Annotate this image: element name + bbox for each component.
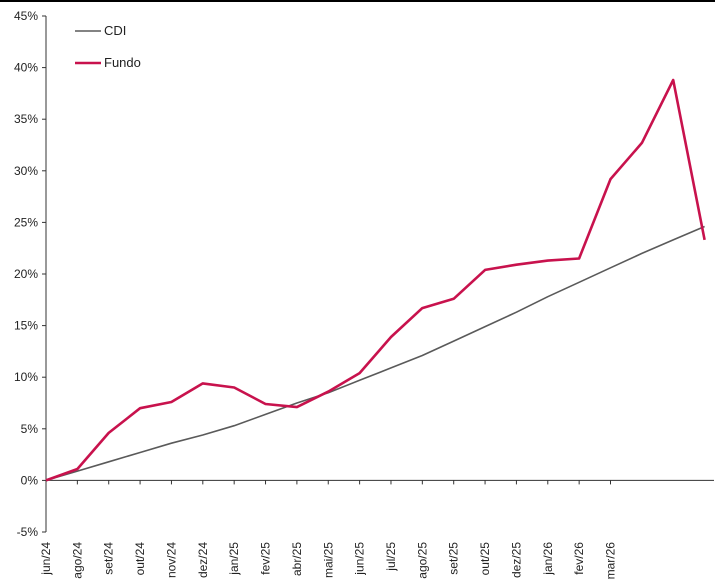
x-tick-label: mar/26 [604,542,618,580]
x-tick-label: nov/24 [164,542,178,578]
y-tick-label: 5% [21,422,39,436]
y-tick-label: 25% [14,215,38,229]
series-line-cdi [45,225,705,482]
x-axis-ticks: jun/24 ago/24 set/24 out/24 nov/24 dez/24 jan/… [39,480,618,579]
x-tick-label: fev/25 [259,542,273,575]
y-tick-label: 10% [14,370,38,384]
y-tick-label: 0% [21,473,39,487]
x-tick-label: set/24 [102,542,116,575]
x-tick-label: abr/25 [290,542,304,576]
x-tick-label: jun/25 [353,542,367,576]
series-line-fundo [45,78,706,482]
x-tick-label: jul/25 [384,542,398,572]
x-tick-label: ago/25 [415,542,429,579]
legend-label-fundo: Fundo [104,55,141,70]
legend: CDI Fundo [75,23,141,70]
series-layer [45,78,706,482]
y-axis-ticks: -5% 0% 5% 10% 15% 20% 25% 30% 35% 40% 45% [14,9,46,539]
legend-label-cdi: CDI [104,23,126,38]
x-tick-label: mai/25 [321,542,335,578]
y-tick-label: 40% [14,61,38,75]
y-tick-label: -5% [17,525,39,539]
x-tick-label: fev/26 [572,542,586,575]
x-tick-label: out/25 [478,542,492,576]
x-tick-label: jun/24 [39,542,53,576]
x-tick-label: jan/26 [541,542,555,576]
x-tick-label: dez/25 [509,542,523,578]
x-tick-label: set/25 [447,542,461,575]
x-tick-label: dez/24 [196,542,210,578]
y-tick-label: 30% [14,164,38,178]
y-tick-label: 35% [14,112,38,126]
y-tick-label: 45% [14,9,38,23]
axes [45,16,714,532]
x-tick-label: jan/25 [227,542,241,576]
x-tick-label: ago/24 [70,542,84,579]
x-tick-label: out/24 [133,542,147,576]
y-tick-label: 15% [14,319,38,333]
y-tick-label: 20% [14,267,38,281]
